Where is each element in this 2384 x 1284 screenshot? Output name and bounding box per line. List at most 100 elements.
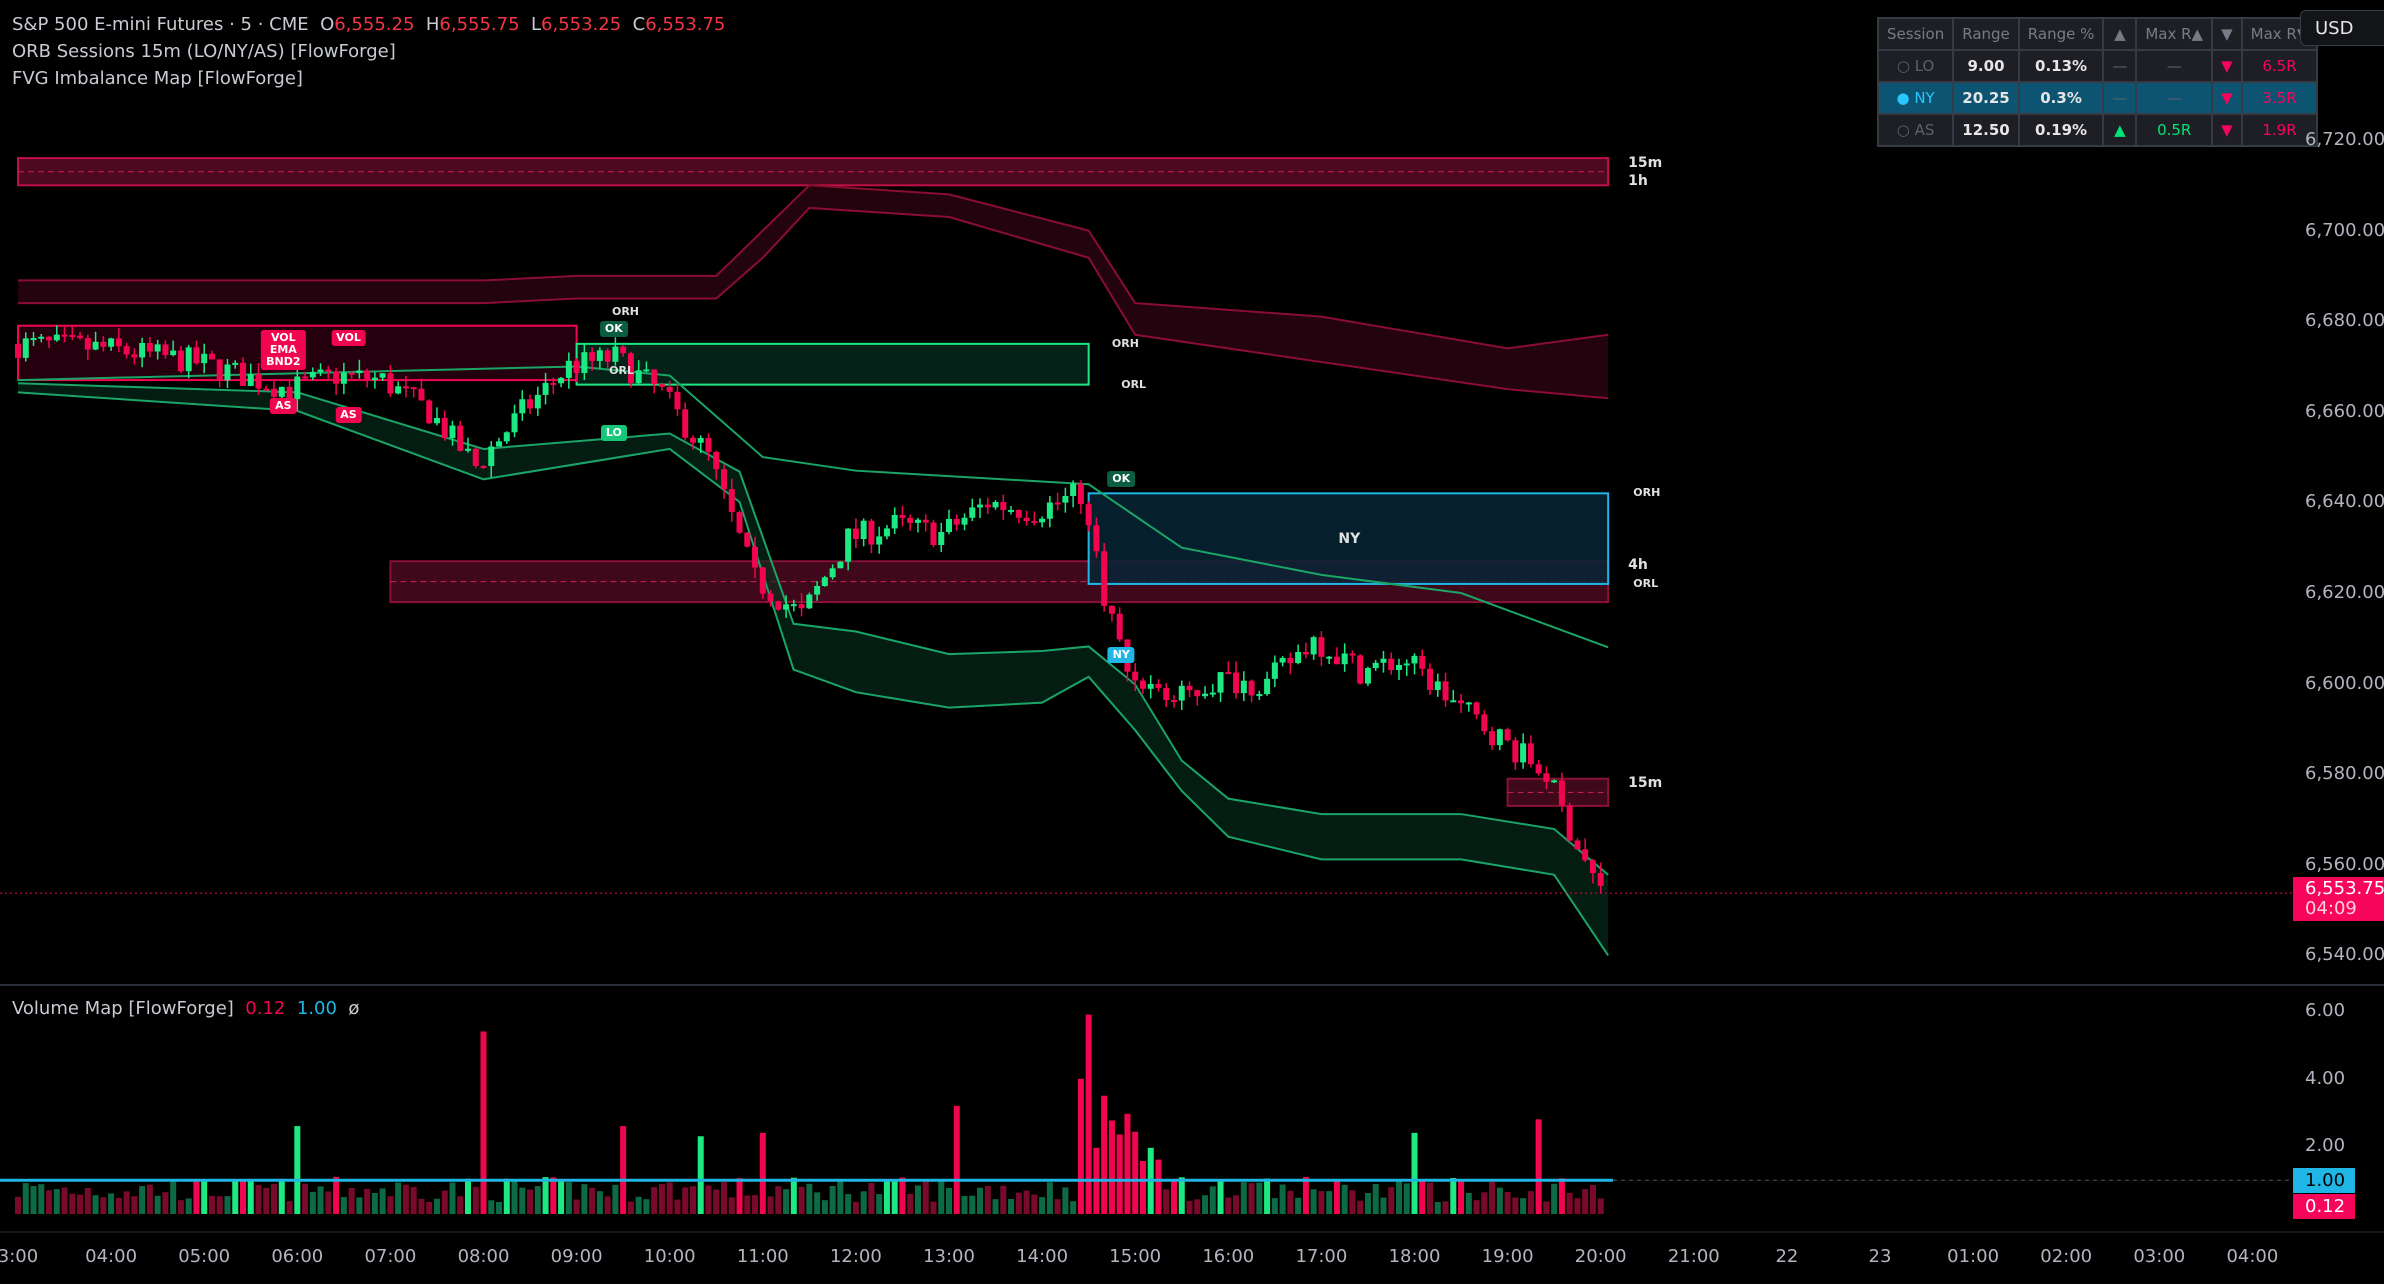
candle-body [100, 341, 107, 347]
volume-bar [271, 1184, 278, 1214]
candle-body [759, 567, 766, 594]
volume-bar [612, 1184, 619, 1214]
indicator-orb-legend[interactable]: ORB Sessions 15m (LO/NY/AS) [FlowForge] [12, 41, 396, 62]
volume-bar [868, 1183, 875, 1214]
symbol-name: S&P 500 E-mini Futures · 5 · CME [12, 14, 309, 35]
time-axis-label: 20:00 [1574, 1246, 1627, 1267]
candle-body [1093, 525, 1100, 552]
candle-body [635, 370, 642, 384]
volume-bar [449, 1182, 456, 1214]
candle-body [728, 489, 735, 513]
volume-bar [472, 1186, 479, 1214]
candle-body [1031, 521, 1038, 524]
session-up: — [2102, 81, 2138, 115]
candle-body [922, 519, 929, 523]
volume-bar [534, 1186, 541, 1214]
volume-bar [798, 1186, 805, 1214]
candle-body [1077, 483, 1084, 505]
volume-bar [1543, 1201, 1550, 1214]
signal-marker: VOL [331, 330, 366, 347]
header-range: Range [1952, 17, 2020, 51]
candle-body [480, 465, 487, 468]
candle-body [542, 382, 549, 395]
volume-bar [232, 1179, 239, 1214]
volume-bar [1008, 1198, 1015, 1214]
candle-body [496, 441, 503, 447]
time-axis-label: 12:00 [829, 1246, 882, 1267]
candle-body [77, 335, 84, 339]
volume-bar [1489, 1181, 1496, 1214]
session-max-down: 1.9R [2240, 113, 2319, 147]
time-axis-label: 19:00 [1481, 1246, 1534, 1267]
candle-body [581, 352, 588, 373]
volume-bar [643, 1199, 650, 1214]
volume-bar [1139, 1160, 1146, 1214]
candle-body [1574, 840, 1581, 850]
volume-bar [682, 1187, 689, 1214]
volume-bar [278, 1178, 285, 1214]
signal-marker: OK [599, 321, 628, 338]
candle-body [1434, 681, 1441, 690]
candle-body [216, 359, 223, 381]
volume-bar [1225, 1197, 1232, 1214]
candle-body [1395, 664, 1402, 671]
candle-body [767, 593, 774, 602]
candle-body [674, 391, 681, 410]
volume-bar [852, 1201, 859, 1214]
candle-body [449, 425, 456, 439]
volume-bar [263, 1187, 270, 1214]
candle-body [1170, 699, 1177, 702]
volume-bar [1202, 1195, 1209, 1214]
candle-body [1132, 671, 1139, 681]
candle-body [1147, 684, 1154, 689]
zone-lo [575, 342, 1090, 386]
candle-body [433, 418, 440, 424]
volume-bar [775, 1186, 782, 1214]
candle-body [1504, 729, 1511, 741]
candle-body [1589, 860, 1596, 874]
volume-bar [457, 1196, 464, 1214]
volume-value-2: 1.00 [296, 998, 337, 1019]
volume-bar [1427, 1182, 1434, 1214]
currency-button[interactable]: USD [2300, 10, 2384, 46]
volume-bar [1597, 1198, 1604, 1214]
candle-body [1489, 731, 1496, 746]
volume-bar [395, 1182, 402, 1214]
candle-body [1194, 690, 1201, 697]
candle-body [185, 347, 192, 372]
session-row-1: ● NY 20.25 0.3% — — ▼ 3.5R [1876, 81, 2319, 115]
volume-bar [69, 1193, 76, 1214]
volume-bar [1248, 1183, 1255, 1214]
candle-body [1225, 672, 1232, 675]
symbol-legend[interactable]: S&P 500 E-mini Futures · 5 · CME O6,555.… [12, 14, 725, 35]
session-row-0: ○ LO 9.00 0.13% — — ▼ 6.5R [1876, 49, 2319, 83]
volume-bar [1333, 1179, 1340, 1214]
candle-body [22, 338, 29, 358]
candle-body [131, 354, 138, 358]
candle-body [658, 384, 665, 387]
candle-body [1481, 714, 1488, 732]
candle-body [604, 350, 611, 362]
candle-body [69, 334, 76, 337]
candle-body [177, 350, 184, 372]
volume-layer [0, 1014, 2293, 1214]
volume-bar [488, 1200, 495, 1214]
time-axis-label: 04:00 [2226, 1246, 2279, 1267]
volume-bar [1116, 1134, 1123, 1214]
candles-layer [15, 324, 1604, 894]
candle-body [1372, 662, 1379, 669]
candle-body [899, 514, 906, 518]
volume-bar [1326, 1191, 1333, 1214]
volume-legend[interactable]: Volume Map [FlowForge] 0.12 1.00 ø [12, 998, 359, 1019]
volume-bar [387, 1196, 394, 1214]
volume-bar [1062, 1187, 1069, 1214]
candle-body [1108, 605, 1115, 614]
candle-body [1186, 685, 1193, 691]
volume-bar [185, 1198, 192, 1214]
candle-body [1163, 688, 1170, 700]
volume-bar [829, 1185, 836, 1214]
indicator-fvg-legend[interactable]: FVG Imbalance Map [FlowForge] [12, 68, 303, 89]
volume-bar [860, 1191, 867, 1214]
time-axis-label: 22 [1775, 1246, 1799, 1267]
